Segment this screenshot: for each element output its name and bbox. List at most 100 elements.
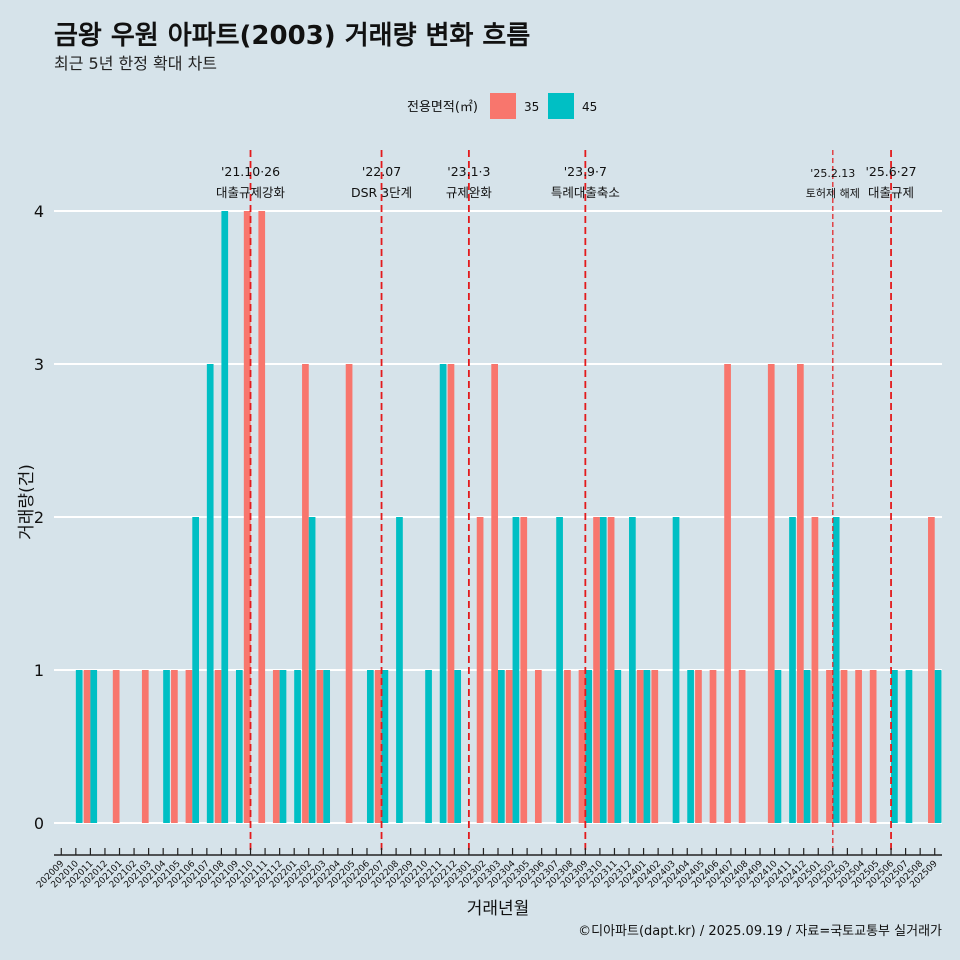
bar-45-202202 bbox=[308, 517, 316, 823]
event-date-202506: '25.6·27 bbox=[865, 164, 916, 179]
bar-45-202312 bbox=[629, 517, 636, 823]
bar-45-202109 bbox=[235, 670, 243, 823]
event-label-202506: 대출규제 bbox=[868, 185, 914, 200]
event-date-202309: '23.9·7 bbox=[564, 164, 607, 179]
event-date-202207: '22.07 bbox=[362, 164, 401, 179]
bar-35-202212 bbox=[447, 364, 455, 823]
x-axis: 2020092020102020112020122021012021022021… bbox=[35, 848, 942, 890]
bar-45-202310 bbox=[599, 517, 607, 823]
bar-45-202208 bbox=[396, 517, 403, 823]
y-tick-label: 3 bbox=[34, 355, 44, 374]
bar-35-202503 bbox=[840, 670, 848, 823]
bar-35-202504 bbox=[855, 670, 862, 823]
bar-35-202406 bbox=[709, 670, 717, 823]
bar-35-202105 bbox=[171, 670, 178, 823]
bar-45-202507 bbox=[905, 670, 913, 823]
bar-35-202509 bbox=[928, 517, 935, 823]
bar-35-202306 bbox=[534, 670, 542, 823]
bar-45-202107 bbox=[206, 364, 214, 823]
event-annotations: '21.10·26 대출규제강화 '22.07 DSR 3단계 '23.1·3 규제완화 '… bbox=[216, 164, 917, 200]
bar-45-202010 bbox=[75, 670, 83, 823]
bar-35-202108 bbox=[214, 670, 222, 823]
caption: ©디아파트(dapt.kr) / 2025.09.19 / 자료=국토교통부 실… bbox=[578, 924, 942, 939]
bar-35-202011 bbox=[83, 670, 91, 823]
bar-35-202103 bbox=[141, 670, 149, 823]
y-tick-label: 4 bbox=[34, 202, 44, 221]
bar-45-202309 bbox=[585, 670, 593, 823]
legend-label-45: 45 bbox=[582, 100, 597, 114]
bar-45-202502 bbox=[832, 517, 840, 823]
bar-45-202210 bbox=[425, 670, 432, 823]
bar-35-202401 bbox=[636, 670, 644, 823]
legend-title: 전용면적(㎡) bbox=[407, 100, 478, 115]
bar-45-202211 bbox=[439, 364, 447, 823]
bar-45-202207 bbox=[381, 670, 389, 823]
bar-45-202509 bbox=[934, 670, 942, 823]
bar-35-202112 bbox=[272, 670, 280, 823]
x-axis-label: 거래년월 bbox=[467, 899, 530, 919]
bar-45-202104 bbox=[163, 670, 170, 823]
bar-45-202311 bbox=[614, 670, 622, 823]
bar-45-202412 bbox=[803, 670, 811, 823]
bar-35-202405 bbox=[695, 670, 702, 823]
bar-45-202403 bbox=[672, 517, 680, 823]
bar-45-202212 bbox=[454, 670, 462, 823]
legend: 전용면적(㎡) 35 45 bbox=[407, 93, 597, 119]
bar-35-202205 bbox=[345, 364, 353, 823]
bar-35-202302 bbox=[476, 517, 484, 823]
legend-label-35: 35 bbox=[524, 100, 539, 114]
bar-35-202402 bbox=[651, 670, 659, 823]
event-label-202301: 규제완화 bbox=[446, 185, 493, 200]
bar-35-202304 bbox=[505, 670, 513, 823]
bar-45-202112 bbox=[279, 670, 287, 823]
event-label-202207: DSR 3단계 bbox=[351, 185, 412, 200]
bar-45-202203 bbox=[323, 670, 331, 823]
bar-35-202407 bbox=[724, 364, 731, 823]
bar-35-202501 bbox=[811, 517, 819, 823]
bar-45-202201 bbox=[294, 670, 301, 823]
bar-35-202110 bbox=[243, 211, 251, 823]
legend-swatch-35 bbox=[490, 93, 516, 119]
bar-35-202311 bbox=[607, 517, 615, 823]
bar-35-202303 bbox=[491, 364, 498, 823]
y-tick-label: 1 bbox=[34, 661, 44, 680]
bar-35-202310 bbox=[593, 517, 600, 823]
bar-35-202505 bbox=[869, 670, 877, 823]
bar-35-202106 bbox=[185, 670, 193, 823]
bar-45-202304 bbox=[512, 517, 520, 823]
bars bbox=[75, 211, 942, 823]
event-label-202110: 대출규제강화 bbox=[216, 185, 286, 200]
bar-35-202207 bbox=[374, 670, 382, 823]
bar-45-202206 bbox=[366, 670, 374, 823]
event-date-202502: '25.2.13 bbox=[810, 167, 855, 180]
bar-45-202410 bbox=[774, 670, 782, 823]
y-tick-label: 2 bbox=[34, 508, 44, 527]
bar-35-202502 bbox=[826, 670, 833, 823]
bar-45-202108 bbox=[221, 211, 229, 823]
bar-45-202307 bbox=[556, 517, 563, 823]
legend-swatch-45 bbox=[548, 93, 574, 119]
bar-45-202011 bbox=[90, 670, 98, 823]
chart-subtitle: 최근 5년 한정 확대 차트 bbox=[54, 54, 217, 73]
bar-35-202308 bbox=[564, 670, 571, 823]
y-tick-label: 0 bbox=[34, 814, 44, 833]
bar-45-202106 bbox=[192, 517, 199, 823]
event-lines bbox=[249, 150, 892, 852]
event-date-202110: '21.10·26 bbox=[221, 164, 280, 179]
bar-35-202410 bbox=[767, 364, 775, 823]
bar-35-202408 bbox=[738, 670, 746, 823]
event-label-202309: 특례대출축소 bbox=[551, 185, 620, 200]
chart-title: 금왕 우원 아파트(2003) 거래량 변화 흐름 bbox=[54, 21, 530, 51]
bar-35-202203 bbox=[316, 670, 324, 823]
y-axis-label: 거래량(건) bbox=[17, 464, 37, 540]
bar-35-202305 bbox=[520, 517, 528, 823]
bar-35-202309 bbox=[578, 670, 586, 823]
event-date-202301: '23.1·3 bbox=[447, 164, 490, 179]
bar-35-202412 bbox=[797, 364, 804, 823]
bar-45-202404 bbox=[687, 670, 694, 823]
bar-35-202101 bbox=[112, 670, 120, 823]
bar-45-202303 bbox=[498, 670, 505, 823]
y-axis: 0 1 2 3 4 bbox=[34, 202, 44, 833]
bar-45-202411 bbox=[789, 517, 796, 823]
